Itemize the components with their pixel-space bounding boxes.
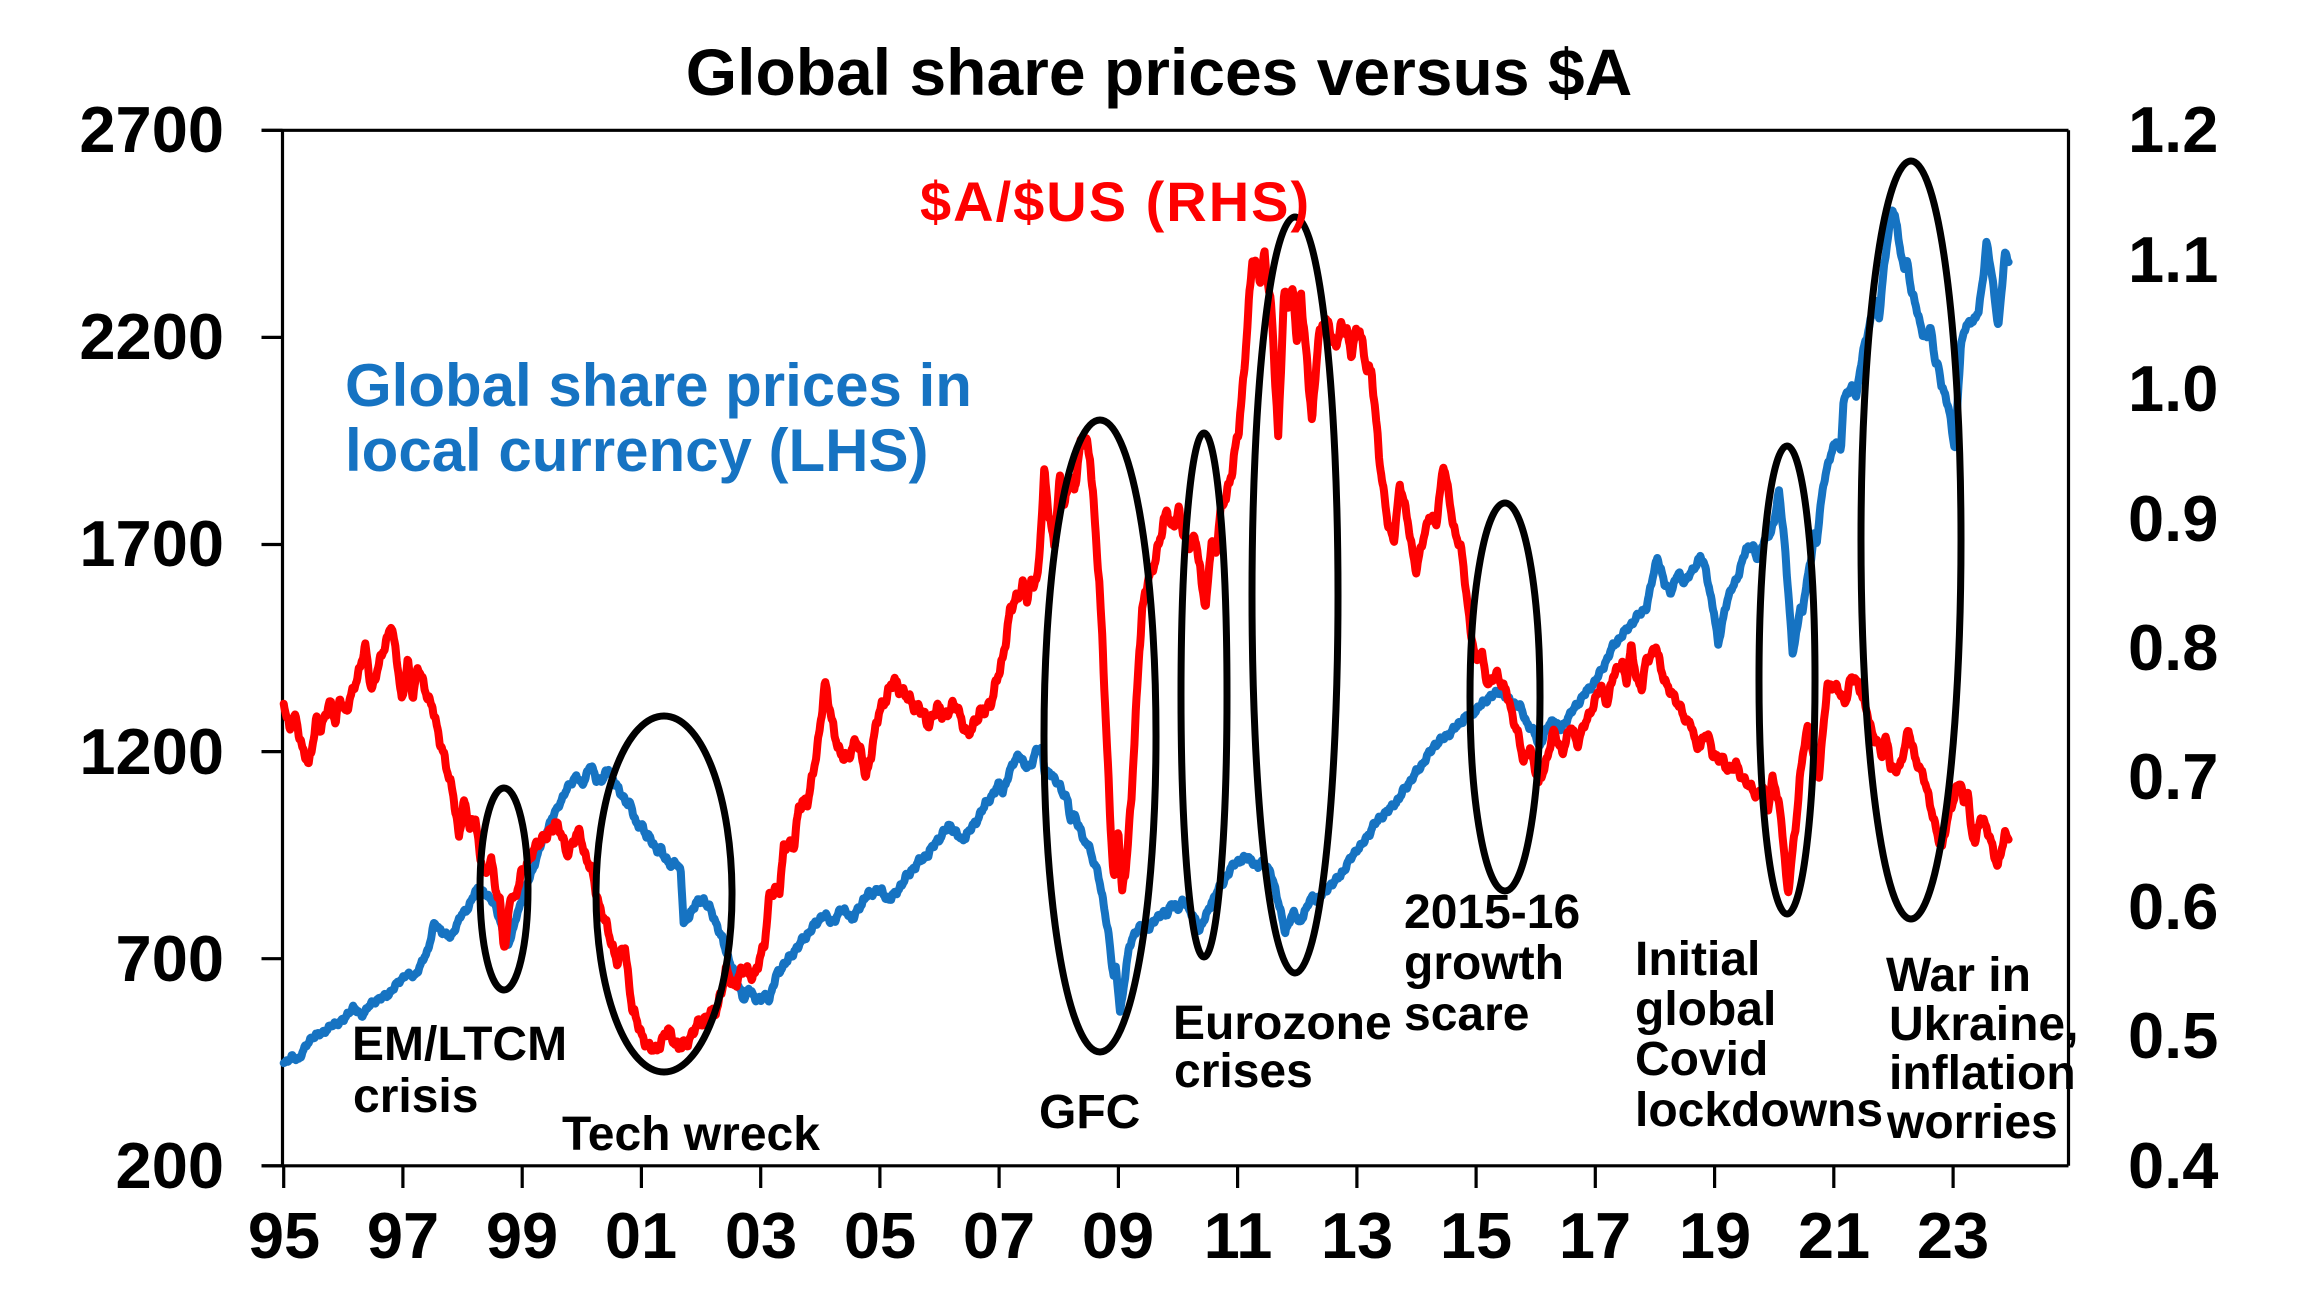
- svg-text:growth: growth: [1404, 937, 1564, 990]
- svg-text:97: 97: [367, 1199, 439, 1272]
- svg-text:EM/LTCM: EM/LTCM: [352, 1018, 567, 1071]
- svg-text:0.4: 0.4: [2128, 1129, 2218, 1202]
- svg-text:crisis: crisis: [353, 1070, 478, 1123]
- svg-text:Global share prices versus $A: Global share prices versus $A: [686, 35, 1632, 109]
- svg-text:GFC: GFC: [1039, 1086, 1140, 1139]
- svg-text:0.8: 0.8: [2128, 611, 2218, 684]
- svg-text:13: 13: [1321, 1199, 1393, 1272]
- svg-text:global: global: [1635, 983, 1776, 1036]
- svg-text:scare: scare: [1404, 988, 1529, 1041]
- svg-text:2015-16: 2015-16: [1404, 886, 1580, 939]
- svg-text:1.2: 1.2: [2128, 93, 2218, 166]
- svg-text:05: 05: [844, 1199, 916, 1272]
- svg-text:21: 21: [1798, 1199, 1870, 1272]
- svg-text:1.1: 1.1: [2128, 223, 2218, 296]
- svg-text:15: 15: [1440, 1199, 1512, 1272]
- svg-text:95: 95: [248, 1199, 320, 1272]
- svg-text:09: 09: [1082, 1199, 1154, 1272]
- svg-text:War in: War in: [1886, 949, 2031, 1002]
- svg-text:17: 17: [1559, 1199, 1631, 1272]
- svg-text:1700: 1700: [79, 507, 224, 580]
- svg-text:inflation: inflation: [1889, 1047, 2076, 1100]
- svg-text:1200: 1200: [79, 715, 224, 788]
- svg-text:Covid: Covid: [1635, 1033, 1768, 1086]
- svg-text:lockdowns: lockdowns: [1635, 1084, 1883, 1137]
- svg-text:Ukraine,: Ukraine,: [1889, 998, 2078, 1051]
- svg-text:19: 19: [1679, 1199, 1751, 1272]
- svg-text:2200: 2200: [79, 300, 224, 373]
- svg-text:01: 01: [605, 1199, 677, 1272]
- svg-text:0.6: 0.6: [2128, 870, 2218, 943]
- svg-text:700: 700: [116, 922, 224, 995]
- svg-text:worries: worries: [1886, 1096, 2058, 1149]
- svg-text:99: 99: [486, 1199, 558, 1272]
- svg-text:23: 23: [1917, 1199, 1989, 1272]
- svg-text:0.5: 0.5: [2128, 999, 2218, 1072]
- svg-text:0.9: 0.9: [2128, 482, 2218, 555]
- svg-text:local currency (LHS): local currency (LHS): [345, 417, 929, 484]
- svg-text:Tech wreck: Tech wreck: [562, 1108, 820, 1161]
- svg-text:$A/$US (RHS): $A/$US (RHS): [920, 170, 1311, 233]
- svg-text:11: 11: [1204, 1199, 1273, 1272]
- svg-text:Initial: Initial: [1635, 933, 1760, 986]
- svg-text:Eurozone: Eurozone: [1173, 997, 1392, 1050]
- svg-text:0.7: 0.7: [2128, 740, 2218, 813]
- svg-text:crises: crises: [1174, 1045, 1313, 1098]
- svg-text:2700: 2700: [79, 93, 224, 166]
- svg-text:200: 200: [116, 1129, 224, 1202]
- svg-text:Global share prices in: Global share prices in: [345, 352, 972, 419]
- svg-text:03: 03: [725, 1199, 797, 1272]
- svg-text:07: 07: [963, 1199, 1035, 1272]
- svg-text:1.0: 1.0: [2128, 352, 2218, 425]
